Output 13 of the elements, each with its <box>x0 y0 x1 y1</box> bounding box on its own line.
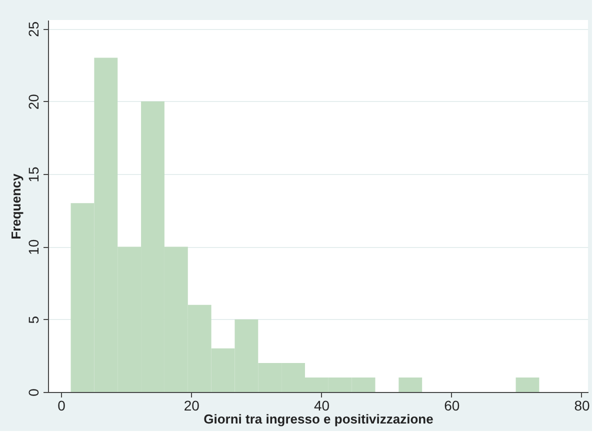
y-tick-label: 15 <box>26 166 42 182</box>
y-tick-label: 5 <box>26 316 42 324</box>
y-tick-label: 10 <box>26 239 42 255</box>
x-axis-title: Giorni tra ingresso e positivizzazione <box>204 412 434 426</box>
y-tick-label: 0 <box>26 388 42 396</box>
y-axis-title: Frequency <box>8 172 24 240</box>
x-tick-label: 40 <box>314 398 330 414</box>
x-tick-label: 0 <box>58 398 66 414</box>
x-tick-label: 80 <box>574 398 590 414</box>
y-tick-label: 20 <box>26 94 42 110</box>
x-tick-label: 60 <box>444 398 460 414</box>
y-tick-label: 25 <box>26 21 42 38</box>
x-tick-label: 20 <box>184 398 200 414</box>
